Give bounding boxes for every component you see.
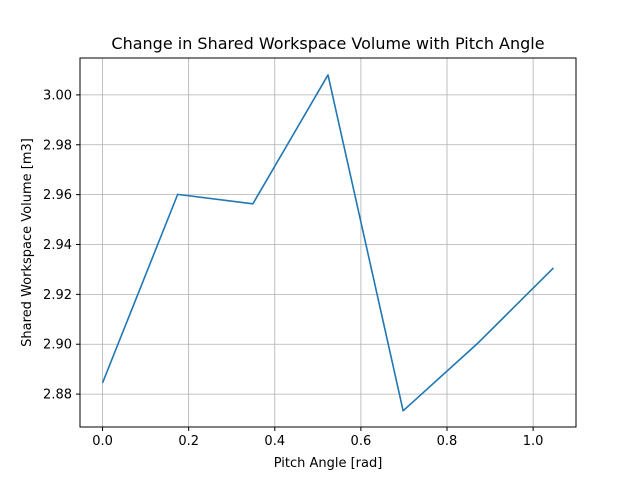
plot-frame bbox=[79, 57, 577, 428]
x-tick-label: 0.8 bbox=[437, 434, 458, 449]
x-tick-label: 0.0 bbox=[92, 434, 113, 449]
x-axis: 0.0 0.2 0.4 0.6 0.8 1.0 bbox=[92, 427, 543, 449]
series-line bbox=[101, 74, 555, 412]
y-tick-label: 2.98 bbox=[43, 138, 72, 153]
y-axis: 2.88 2.90 2.92 2.94 2.96 2.98 3.00 bbox=[43, 88, 80, 403]
y-axis-label: Shared Workspace Volume [m3] bbox=[20, 138, 35, 347]
y-tick-label: 2.90 bbox=[43, 338, 72, 353]
x-tick-label: 0.6 bbox=[351, 434, 372, 449]
x-tick-label: 1.0 bbox=[523, 434, 544, 449]
y-tick-label: 2.96 bbox=[43, 188, 72, 203]
chart-title: Change in Shared Workspace Volume with P… bbox=[111, 34, 544, 53]
x-tick-label: 0.2 bbox=[178, 434, 199, 449]
x-axis-label: Pitch Angle [rad] bbox=[274, 456, 383, 471]
series-layer bbox=[101, 74, 555, 412]
y-tick-label: 3.00 bbox=[43, 88, 72, 103]
x-tick-label: 0.4 bbox=[264, 434, 285, 449]
y-tick-label: 2.88 bbox=[43, 388, 72, 403]
grid bbox=[80, 58, 576, 427]
y-tick-label: 2.94 bbox=[43, 238, 72, 253]
y-tick-label: 2.92 bbox=[43, 288, 72, 303]
